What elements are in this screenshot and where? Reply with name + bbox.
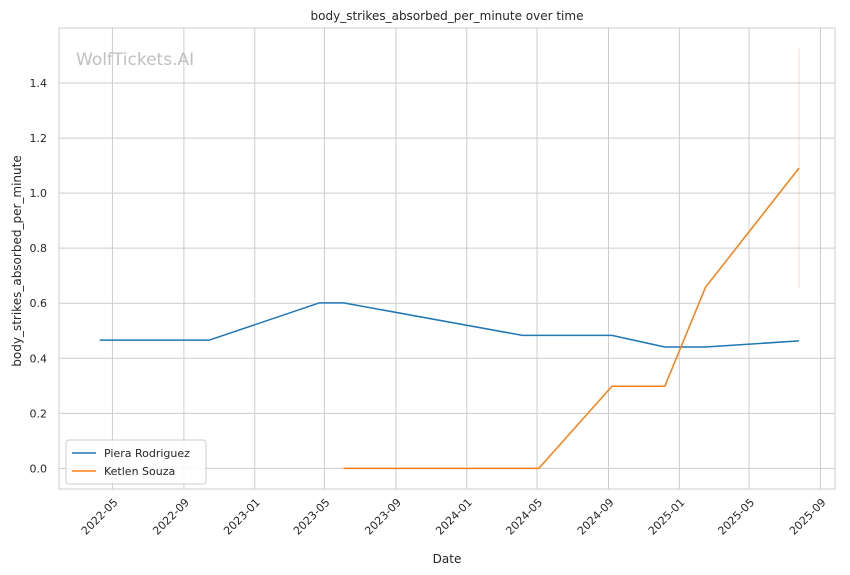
x-tick-label: 2025-05 bbox=[715, 496, 757, 538]
x-tick-label: 2024-01 bbox=[433, 496, 475, 538]
y-tick-label: 0.8 bbox=[30, 242, 48, 255]
gridlines bbox=[59, 28, 835, 489]
y-axis-ticks: 0.0 0.2 0.4 0.6 0.8 1.0 1.2 1.4 bbox=[30, 77, 48, 475]
series-line-1 bbox=[343, 167, 800, 470]
y-tick-label: 0.0 bbox=[30, 462, 48, 475]
plot-area bbox=[58, 27, 836, 490]
x-tick-label: 2023-05 bbox=[291, 496, 333, 538]
y-tick-label: 1.0 bbox=[30, 187, 48, 200]
series-layer bbox=[99, 48, 800, 470]
x-tick-label: 2022-09 bbox=[150, 496, 192, 538]
x-tick-label: 2023-09 bbox=[362, 496, 404, 538]
x-tick-label: 2025-09 bbox=[787, 496, 829, 538]
y-tick-label: 1.4 bbox=[30, 77, 48, 90]
x-tick-label: 2025-01 bbox=[646, 496, 688, 538]
legend-box bbox=[65, 439, 207, 485]
x-axis-title: Date bbox=[433, 552, 462, 566]
y-tick-label: 0.2 bbox=[30, 407, 48, 420]
x-tick-label: 2024-09 bbox=[575, 496, 617, 538]
legend-label: Ketlen Souza bbox=[104, 465, 175, 478]
legend-label: Piera Rodriguez bbox=[104, 447, 190, 460]
x-tick-label: 2022-05 bbox=[79, 496, 121, 538]
x-tick-label: 2023-01 bbox=[221, 496, 263, 538]
y-tick-label: 0.4 bbox=[30, 352, 48, 365]
series-line-0 bbox=[99, 302, 800, 348]
y-tick-label: 1.2 bbox=[30, 132, 48, 145]
legend: Piera Rodriguez Ketlen Souza bbox=[65, 439, 207, 485]
y-tick-label: 0.6 bbox=[30, 297, 48, 310]
chart-title: body_strikes_absorbed_per_minute over ti… bbox=[311, 9, 584, 23]
y-axis-title: body_strikes_absorbed_per_minute bbox=[10, 155, 24, 366]
x-axis-ticks: 2022-05 2022-09 2023-01 2023-05 2023-09 2024-… bbox=[79, 496, 829, 538]
watermark: WolfTickets.AI bbox=[76, 50, 194, 70]
x-tick-label: 2024-05 bbox=[503, 496, 545, 538]
